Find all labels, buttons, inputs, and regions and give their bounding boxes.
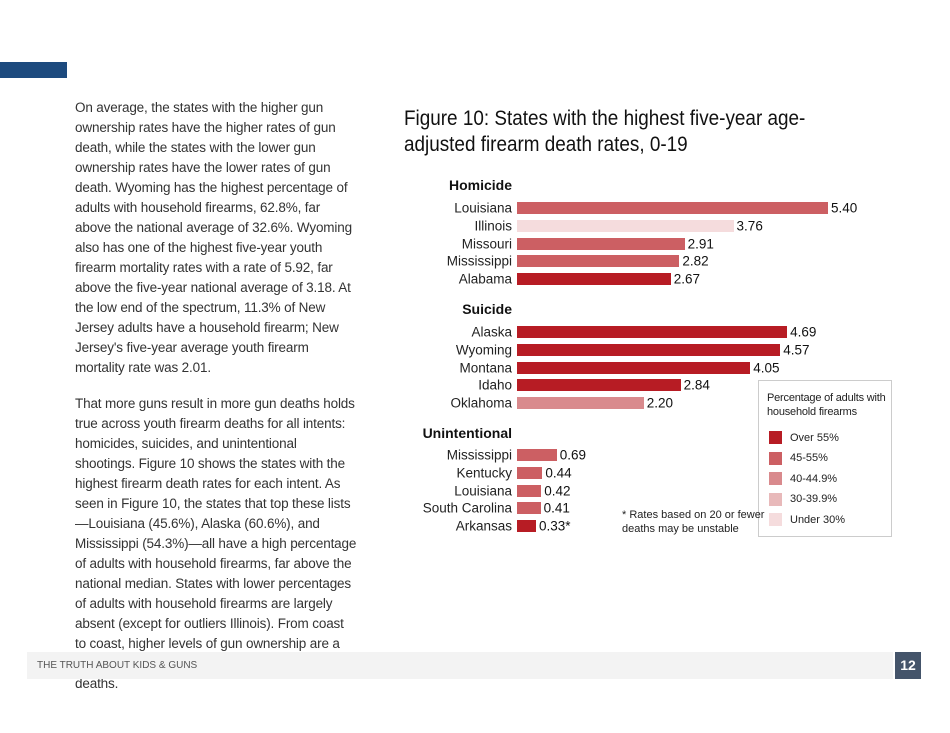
footer-text: THE TRUTH ABOUT KIDS & GUNS xyxy=(37,660,198,671)
bar-label: Alaska xyxy=(471,324,512,340)
legend-label: Under 30% xyxy=(790,513,846,526)
data-label: 4.57 xyxy=(783,342,810,358)
bar xyxy=(517,202,828,214)
bar xyxy=(517,326,788,338)
bar-label: Montana xyxy=(459,360,512,376)
legend-label: 30-39.9% xyxy=(790,493,838,505)
bar-label: Kentucky xyxy=(456,465,512,481)
legend-label: Over 55% xyxy=(790,431,839,444)
legend-item: 40-44.9% xyxy=(769,472,837,485)
data-label: 5.40 xyxy=(831,200,858,216)
legend-item: Over 55% xyxy=(769,431,839,444)
data-label: 2.82 xyxy=(682,253,709,269)
bar xyxy=(517,520,536,533)
bar xyxy=(517,361,751,374)
data-label: 0.33* xyxy=(539,518,571,534)
bar xyxy=(517,343,781,356)
data-label: 2.67 xyxy=(673,271,701,287)
bar-label: Louisiana xyxy=(454,483,512,499)
footer: THE TRUTH ABOUT KIDS & GUNS xyxy=(27,652,893,679)
page-number: 12 xyxy=(895,652,921,679)
figure-title: Figure 10: States with the highest five-… xyxy=(404,107,806,156)
data-label: 0.44 xyxy=(545,465,572,481)
bar-label: Wyoming xyxy=(455,342,512,358)
bar xyxy=(517,484,542,497)
bar-label: South Carolina xyxy=(422,500,512,516)
footnote: * Rates based on 20 or fewer deaths may … xyxy=(622,509,765,535)
data-label: 2.84 xyxy=(683,377,710,393)
bar xyxy=(517,255,680,268)
legend-item: Under 30% xyxy=(769,513,845,526)
bar-label: Alabama xyxy=(458,271,512,287)
legend-label: 45-55% xyxy=(790,452,828,464)
bar xyxy=(517,237,685,250)
data-label: 3.76 xyxy=(736,218,763,234)
bar xyxy=(517,449,557,461)
bar xyxy=(517,379,681,392)
bar xyxy=(517,273,671,286)
data-label: 2.91 xyxy=(687,236,714,252)
data-label: 4.05 xyxy=(753,360,780,376)
data-label: 0.42 xyxy=(544,483,571,499)
legend-swatch xyxy=(769,513,782,526)
bar-label: Mississippi xyxy=(446,253,512,269)
bar xyxy=(517,219,734,232)
paragraph: On average, the states with the higher g… xyxy=(75,100,352,375)
legend-swatch xyxy=(769,431,782,444)
data-label: 0.69 xyxy=(559,447,587,463)
legend: Percentage of adults with household fire… xyxy=(758,380,892,537)
bar-label: Louisiana xyxy=(454,200,512,216)
data-label: 4.69 xyxy=(790,324,817,340)
section-heading-suicide: Suicide xyxy=(462,301,512,317)
bar-label: Missouri xyxy=(461,236,512,252)
legend-item: 30-39.9% xyxy=(769,492,838,506)
bar xyxy=(517,466,543,479)
bar-label: Illinois xyxy=(474,218,512,234)
bar-label: Mississippi xyxy=(446,447,512,463)
section-heading-unintentional: Unintentional xyxy=(422,425,512,441)
bar-label: Arkansas xyxy=(455,518,512,534)
legend-item: 45-55% xyxy=(769,451,828,465)
bar-label: Idaho xyxy=(478,377,512,393)
data-label: 0.41 xyxy=(543,500,570,516)
bar xyxy=(517,397,644,410)
bar-label: Oklahoma xyxy=(450,395,512,411)
legend-swatch xyxy=(769,492,782,506)
legend-title: Percentage of adults with household fire… xyxy=(767,392,886,418)
legend-swatch xyxy=(769,451,782,465)
data-label: 2.20 xyxy=(646,395,673,411)
accent-bar xyxy=(0,62,67,78)
legend-swatch xyxy=(769,472,782,485)
section-heading-homicide: Homicide xyxy=(448,177,512,193)
legend-label: 40-44.9% xyxy=(790,472,838,485)
bar xyxy=(517,502,541,515)
